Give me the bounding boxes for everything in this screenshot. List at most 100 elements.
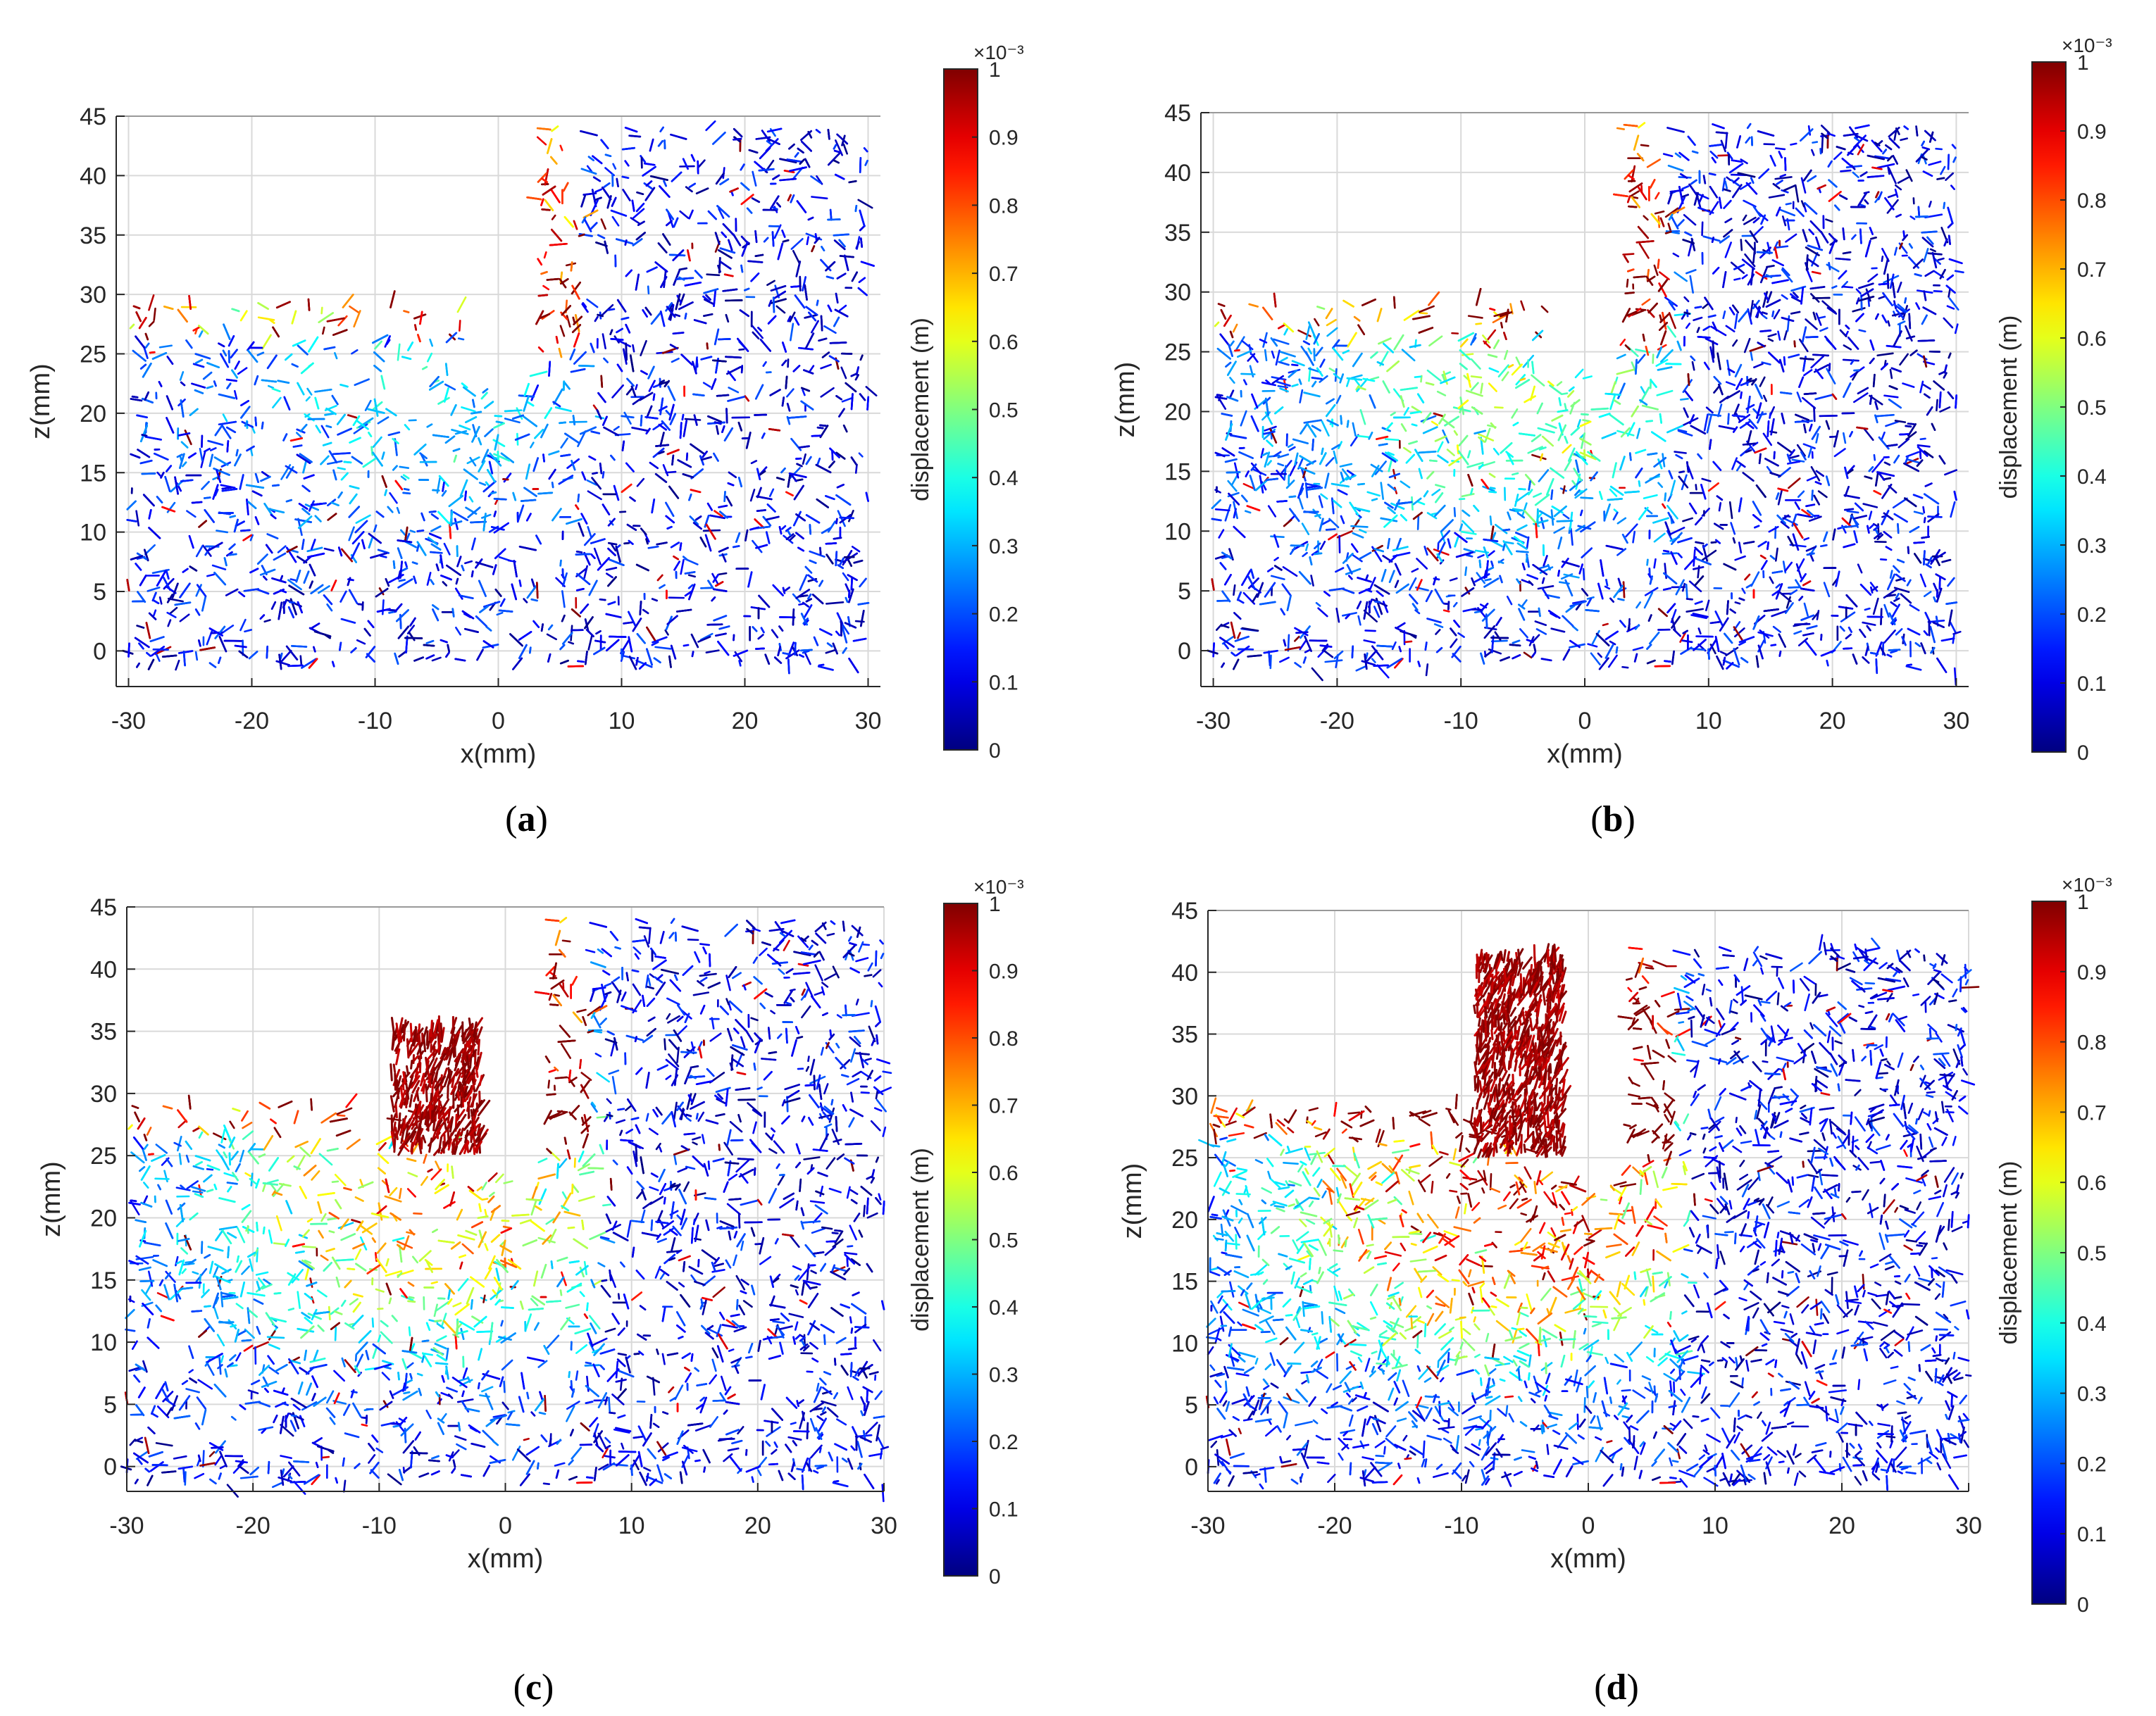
vector [860,158,861,172]
vector [427,641,433,643]
vector [1454,508,1455,516]
vector [856,375,859,380]
vector [303,509,310,515]
vector [739,477,741,486]
vector [146,344,149,348]
vector [431,527,440,532]
vector [739,422,742,430]
vector [168,620,170,627]
vector [1800,339,1807,351]
vector [147,653,150,656]
vector [325,347,335,349]
vector [648,287,649,294]
vector [513,493,516,500]
vector [625,543,629,544]
vector [561,645,565,649]
vector [180,615,189,621]
vector [766,532,769,544]
vector [1462,494,1473,496]
vector [644,163,654,165]
vector [859,278,865,282]
vector [741,165,744,170]
vector [620,512,625,513]
vector [689,585,692,588]
vector [310,565,315,575]
vector [1884,396,1898,397]
vector [527,514,530,521]
vector [1481,384,1483,393]
vector [649,381,655,391]
vector [663,465,668,475]
vector [787,403,790,411]
vector [678,460,691,467]
vector [582,196,585,206]
vector [1784,331,1786,339]
vector [799,446,809,448]
vector [1907,452,1919,456]
vector [652,599,656,601]
vector [1929,161,1940,165]
vector [241,401,248,405]
vector [349,527,354,540]
vector [606,640,618,651]
vector [803,603,808,606]
vector [827,277,833,278]
vector [701,588,711,589]
vector [1843,433,1845,443]
vector [220,354,228,367]
vector [411,618,416,625]
vector [322,308,323,313]
vector [150,352,154,353]
chart-b: -30 -20 -10 0 10 20 30051015202530354045x(mm)z… [1078,0,2155,858]
vector [291,580,297,581]
vector [1886,422,1898,426]
vector [287,500,292,501]
vector [623,148,635,149]
vector [797,464,802,466]
vector [725,428,733,440]
vector [439,398,449,403]
vector [1686,584,1687,599]
vector [598,315,603,316]
vector [680,211,688,218]
vector [248,351,257,362]
vector [854,639,866,641]
vector [1520,629,1527,637]
vector [495,416,501,417]
vector [289,602,294,603]
vector [1807,269,1812,282]
vector [836,552,837,565]
vector [675,315,680,316]
vector [1865,608,1870,610]
vector [793,251,799,263]
vector [549,625,552,630]
vector [729,387,738,392]
vector [1858,565,1862,572]
vector [342,619,355,622]
vector [1735,314,1737,328]
vector [325,549,333,551]
vector [1647,159,1660,167]
vector [316,398,318,408]
vector [594,177,600,181]
vector [239,592,244,596]
vector [789,144,794,149]
vector [577,574,590,584]
vector [228,384,231,389]
vector [769,429,780,430]
vector [378,418,388,424]
vector [625,413,631,424]
vector [1426,664,1428,675]
vector [1300,640,1307,649]
vector [1924,249,1928,261]
vector [626,463,633,472]
vector [798,548,803,551]
vector [187,511,195,517]
vector [327,426,331,427]
vector [666,516,674,522]
vector [829,462,834,468]
colorbar-tick-label: 0.4 [989,467,1018,490]
z-tick-label: 35 [80,223,106,249]
vector [574,334,579,347]
vector [1931,249,1935,251]
